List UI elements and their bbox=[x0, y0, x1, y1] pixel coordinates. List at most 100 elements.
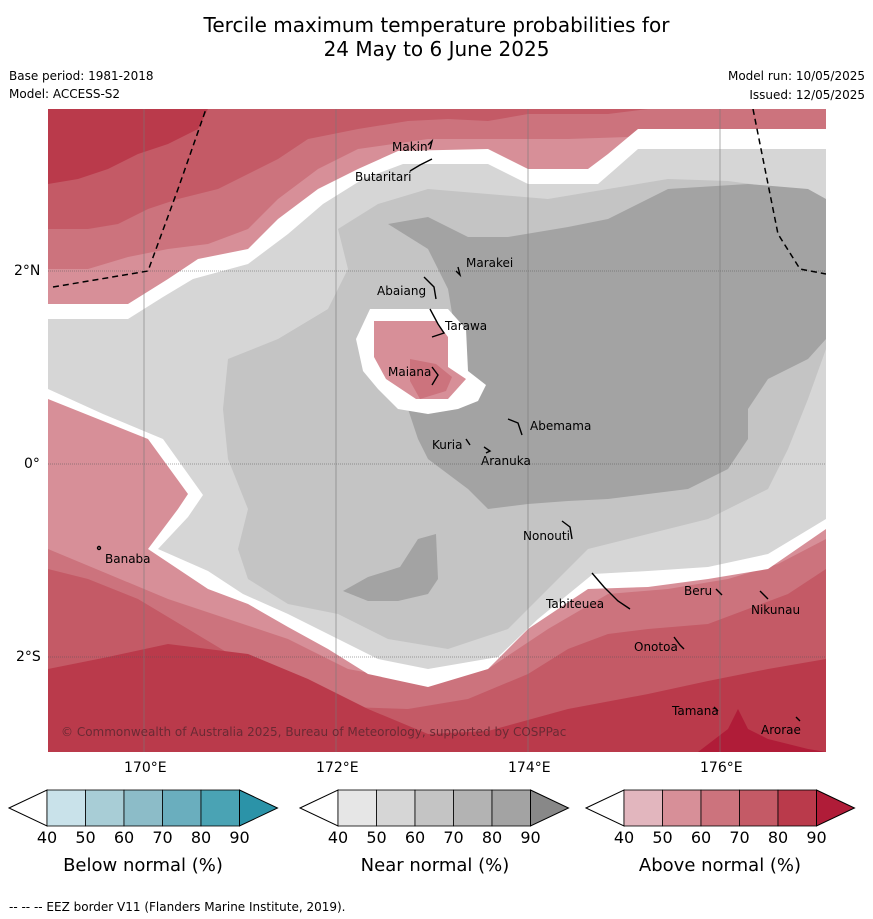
colorbar-above-tick: 70 bbox=[729, 828, 749, 847]
issued-date: Issued: 12/05/2025 bbox=[749, 88, 865, 102]
colorbar-near-tick: 50 bbox=[366, 828, 386, 847]
model-name: Model: ACCESS-S2 bbox=[9, 87, 121, 101]
island-shape-banaba bbox=[96, 545, 102, 551]
colorbar-above-tick: 60 bbox=[691, 828, 711, 847]
copyright-notice: © Commonwealth of Australia 2025, Bureau… bbox=[61, 725, 566, 739]
colorbar-near-segment bbox=[414, 789, 454, 827]
colorbar-above-segment bbox=[739, 789, 779, 827]
eez-border-east bbox=[752, 109, 826, 275]
zone-above-90-south bbox=[698, 709, 826, 752]
lat-label-2s: 2°S bbox=[16, 649, 41, 665]
island-shape-nikunau bbox=[759, 590, 769, 600]
colorbar-below-segment bbox=[123, 789, 163, 827]
colorbar-below-segment bbox=[46, 789, 86, 827]
island-shape-beru bbox=[715, 588, 723, 596]
colorbar-near-tick: 70 bbox=[443, 828, 463, 847]
colorbar-above-tick: 80 bbox=[768, 828, 788, 847]
island-label-maiana: Maiana bbox=[388, 365, 431, 379]
colorbar-near-segment bbox=[337, 789, 377, 827]
zone-near-60-south bbox=[343, 534, 438, 601]
colorbar-above-tick: 40 bbox=[614, 828, 634, 847]
zone-above-80-north bbox=[48, 109, 208, 184]
island-label-abaiang: Abaiang bbox=[377, 284, 426, 298]
lat-label-2n: 2°N bbox=[14, 263, 41, 279]
island-label-banaba: Banaba bbox=[105, 552, 151, 566]
colorbar-near-low-extend bbox=[298, 789, 339, 827]
colorbar-above-low-extend bbox=[584, 789, 625, 827]
island-label-kuria: Kuria bbox=[432, 438, 463, 452]
island-label-marakei: Marakei bbox=[466, 256, 513, 270]
colorbar-below: 40 50 60 70 80 90 bbox=[7, 789, 279, 847]
colorbar-below-tick: 90 bbox=[229, 828, 249, 847]
map-title-line-2: 24 May to 6 June 2025 bbox=[323, 37, 550, 61]
colorbar-below-segment bbox=[200, 789, 240, 827]
colorbar-below-segment bbox=[162, 789, 202, 827]
colorbar-near-tick: 90 bbox=[520, 828, 540, 847]
colorbar-below-tick: 50 bbox=[75, 828, 95, 847]
lon-label-176e: 176°E bbox=[700, 760, 743, 776]
island-shape-makin bbox=[427, 138, 434, 150]
model-run: Model run: 10/05/2025 bbox=[727, 69, 865, 83]
colorbar-above: 40 50 60 70 80 90 bbox=[584, 789, 856, 847]
colorbar-above-tick: 90 bbox=[806, 828, 826, 847]
colorbar-near-high-extend bbox=[530, 789, 570, 827]
island-label-nikunau: Nikunau bbox=[751, 603, 800, 617]
colorbar-near-tick: 60 bbox=[405, 828, 425, 847]
island-shape-butaritari bbox=[409, 158, 433, 172]
island-shape-onotoa bbox=[673, 636, 685, 650]
map-title-line-1: Tercile maximum temperature probabilitie… bbox=[203, 13, 670, 37]
colorbar-label-near: Near normal (%) bbox=[360, 855, 510, 876]
island-label-tamana: Tamana bbox=[671, 704, 719, 718]
island-shape-tamana bbox=[713, 706, 719, 712]
island-label-nonouti: Nonouti bbox=[523, 529, 570, 543]
island-shape-kuria bbox=[465, 438, 471, 446]
island-shape-maiana bbox=[431, 366, 439, 386]
island-label-butaritari: Butaritari bbox=[355, 170, 412, 184]
island-shape-abaiang bbox=[423, 276, 437, 300]
colorbar-near-tick: 40 bbox=[328, 828, 348, 847]
lon-label-172e: 172°E bbox=[316, 760, 359, 776]
zone-above-60-tarawa bbox=[410, 359, 452, 399]
colorbar-label-above: Above normal (%) bbox=[638, 855, 802, 876]
colorbar-above-segment bbox=[623, 789, 663, 827]
island-shape-arorae bbox=[795, 716, 801, 722]
colorbar-label-below: Below normal (%) bbox=[63, 855, 223, 876]
lon-label-174e: 174°E bbox=[508, 760, 551, 776]
lat-label-equator: 0° bbox=[24, 456, 40, 472]
colorbar-above-tick: 50 bbox=[652, 828, 672, 847]
colorbar-near-tick: 80 bbox=[482, 828, 502, 847]
colorbar-below-tick: 80 bbox=[191, 828, 211, 847]
island-label-tabiteuea: Tabiteuea bbox=[545, 597, 604, 611]
colorbar-near-segment bbox=[376, 789, 416, 827]
zone-near-60 bbox=[388, 184, 826, 509]
colorbar-below-tick: 40 bbox=[37, 828, 57, 847]
colorbar-below-segment bbox=[85, 789, 125, 827]
island-label-onotoa: Onotoa bbox=[634, 640, 678, 654]
eez-footer-note: -- -- -- EEZ border V11 (Flanders Marine… bbox=[9, 900, 346, 914]
island-label-tarawa: Tarawa bbox=[444, 319, 487, 333]
colorbar-below-low-extend bbox=[7, 789, 48, 827]
colorbar-near: 40 50 60 70 80 90 bbox=[298, 789, 570, 847]
island-label-abemama: Abemama bbox=[530, 419, 591, 433]
zone-above-80-south bbox=[48, 644, 826, 752]
island-label-aranuka: Aranuka bbox=[481, 454, 531, 468]
colorbar-below-high-extend bbox=[239, 789, 279, 827]
lon-label-170e: 170°E bbox=[124, 760, 167, 776]
colorbar-near-segment bbox=[453, 789, 493, 827]
island-shape-tarawa bbox=[429, 308, 446, 338]
island-label-beru: Beru bbox=[684, 584, 712, 598]
island-shape-aranuka bbox=[483, 446, 492, 454]
base-period: Base period: 1981-2018 bbox=[9, 69, 154, 83]
colorbar-above-segment bbox=[777, 789, 817, 827]
colorbar-below-tick: 60 bbox=[114, 828, 134, 847]
colorbar-above-segment bbox=[662, 789, 702, 827]
colorbar-above-high-extend bbox=[816, 789, 856, 827]
colorbar-above-segment bbox=[700, 789, 740, 827]
probability-map: Makin Butaritari Marakei Abaiang Tarawa … bbox=[48, 109, 826, 752]
island-shape-marakei bbox=[455, 266, 462, 278]
island-shape-nonouti bbox=[561, 520, 573, 540]
colorbar-near-segment bbox=[491, 789, 531, 827]
colorbar-below-tick: 70 bbox=[152, 828, 172, 847]
island-label-makin: Makin bbox=[392, 140, 428, 154]
island-label-arorae: Arorae bbox=[761, 723, 801, 737]
